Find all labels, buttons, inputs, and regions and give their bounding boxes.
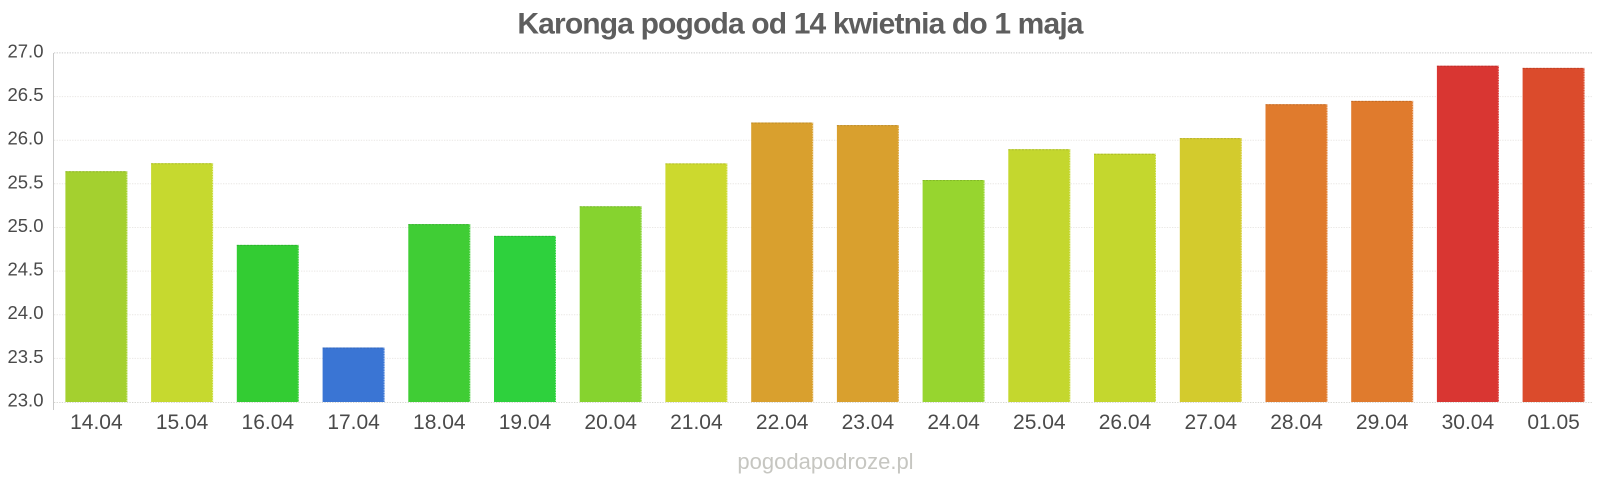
- svg-text:26.0: 26.0: [7, 128, 43, 149]
- svg-text:26.5: 26.5: [7, 84, 43, 105]
- svg-text:23.5: 23.5: [7, 346, 43, 367]
- svg-text:19.04: 19.04: [499, 411, 552, 434]
- svg-text:18.04: 18.04: [413, 411, 466, 434]
- svg-text:21.04: 21.04: [670, 411, 723, 434]
- svg-text:22.04: 22.04: [756, 411, 809, 434]
- svg-text:26.04: 26.04: [1099, 411, 1152, 434]
- svg-text:23.0: 23.0: [7, 390, 43, 411]
- svg-text:29.04: 29.04: [1356, 411, 1409, 434]
- svg-text:24.04: 24.04: [927, 411, 980, 434]
- svg-text:25.04: 25.04: [1013, 411, 1066, 434]
- svg-text:27.0: 27.0: [7, 40, 43, 61]
- svg-text:25.0: 25.0: [7, 215, 43, 236]
- svg-text:16.04: 16.04: [242, 411, 295, 434]
- svg-text:14.04: 14.04: [70, 411, 123, 434]
- svg-text:01.05: 01.05: [1527, 411, 1580, 434]
- svg-text:24.0: 24.0: [7, 302, 43, 323]
- svg-text:pogodapodroze.pl: pogodapodroze.pl: [737, 449, 913, 474]
- svg-text:23.04: 23.04: [842, 411, 895, 434]
- svg-text:20.04: 20.04: [584, 411, 637, 434]
- svg-text:28.04: 28.04: [1270, 411, 1323, 434]
- svg-text:27.04: 27.04: [1185, 411, 1238, 434]
- svg-text:17.04: 17.04: [327, 411, 380, 434]
- svg-text:24.5: 24.5: [7, 259, 43, 280]
- svg-text:Karonga pogoda od 14 kwietnia: Karonga pogoda od 14 kwietnia do 1 maja: [517, 8, 1083, 41]
- svg-text:15.04: 15.04: [156, 411, 209, 434]
- svg-text:30.04: 30.04: [1442, 411, 1495, 434]
- svg-text:25.5: 25.5: [7, 171, 43, 192]
